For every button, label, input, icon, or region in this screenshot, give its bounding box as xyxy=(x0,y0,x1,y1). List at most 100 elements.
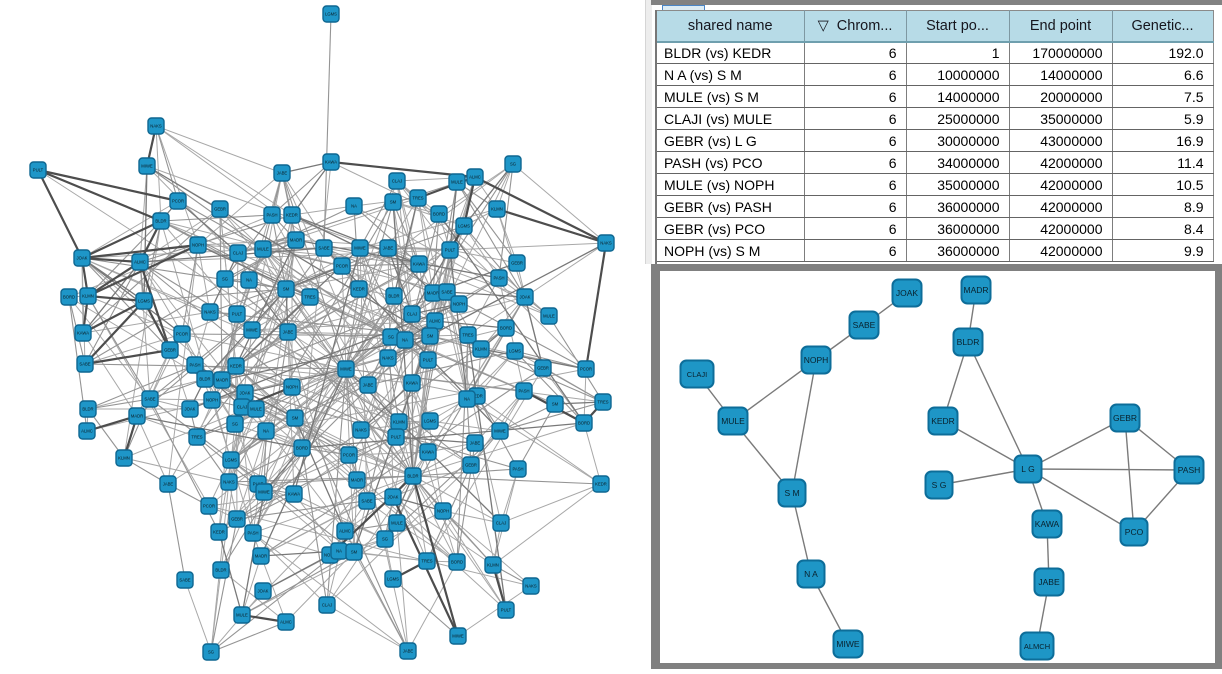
svg-text:PASH: PASH xyxy=(493,276,504,281)
svg-text:PULT: PULT xyxy=(501,608,512,613)
svg-text:SG: SG xyxy=(388,335,394,340)
svg-text:JABE: JABE xyxy=(283,330,294,335)
svg-text:NOPH: NOPH xyxy=(453,302,465,307)
svg-text:CLAJ: CLAJ xyxy=(322,603,332,608)
svg-text:TRES: TRES xyxy=(462,333,473,338)
svg-text:BORD: BORD xyxy=(451,560,463,565)
svg-text:BLDR: BLDR xyxy=(199,377,210,382)
svg-text:JABE: JABE xyxy=(1038,577,1060,587)
svg-text:NOPH: NOPH xyxy=(206,398,218,403)
svg-text:MIWE: MIWE xyxy=(340,367,352,372)
svg-text:KEDR: KEDR xyxy=(286,213,298,218)
svg-text:JOAK: JOAK xyxy=(77,256,88,261)
svg-text:NAKS: NAKS xyxy=(150,124,162,129)
svg-text:LGMS: LGMS xyxy=(458,224,470,229)
svg-text:KAWA: KAWA xyxy=(413,262,425,267)
svg-text:JABE: JABE xyxy=(403,649,414,654)
svg-text:S G: S G xyxy=(932,480,947,490)
svg-text:PASH: PASH xyxy=(1178,465,1201,475)
svg-text:MIWE: MIWE xyxy=(258,490,270,495)
svg-text:TRES: TRES xyxy=(597,400,608,405)
svg-text:KEDR: KEDR xyxy=(595,482,607,487)
svg-text:NA: NA xyxy=(336,549,342,554)
svg-text:SG: SG xyxy=(232,422,238,427)
svg-text:GEBR: GEBR xyxy=(1113,413,1137,423)
svg-text:LGMS: LGMS xyxy=(387,577,399,582)
svg-text:MIWE: MIWE xyxy=(494,429,506,434)
svg-text:SABE: SABE xyxy=(853,320,876,330)
svg-text:MIWE: MIWE xyxy=(836,639,859,649)
svg-text:BLDR: BLDR xyxy=(155,219,166,224)
svg-text:SM: SM xyxy=(292,416,299,421)
svg-text:JOAK: JOAK xyxy=(240,391,251,396)
svg-text:LGMS: LGMS xyxy=(325,12,337,17)
svg-text:KEDR: KEDR xyxy=(931,416,955,426)
svg-text:MADR: MADR xyxy=(963,285,988,295)
svg-text:MADR: MADR xyxy=(131,414,143,419)
svg-text:ALMC: ALMC xyxy=(429,319,441,324)
svg-text:LGMS: LGMS xyxy=(225,458,237,463)
svg-text:GEBR: GEBR xyxy=(231,517,243,522)
svg-text:SM: SM xyxy=(351,550,358,555)
svg-text:KAWA: KAWA xyxy=(1035,519,1060,529)
svg-text:MULE: MULE xyxy=(451,180,463,185)
svg-text:SG: SG xyxy=(222,277,228,282)
svg-text:KLMN: KLMN xyxy=(487,563,499,568)
svg-text:GEBR: GEBR xyxy=(537,366,549,371)
svg-text:JOAK: JOAK xyxy=(896,288,919,298)
svg-text:MULE: MULE xyxy=(391,521,403,526)
svg-text:CLAJI: CLAJI xyxy=(687,370,707,379)
svg-text:SABE: SABE xyxy=(179,578,190,583)
svg-text:JABE: JABE xyxy=(363,383,374,388)
svg-text:PULT: PULT xyxy=(232,312,243,317)
svg-text:KAWA: KAWA xyxy=(406,381,418,386)
svg-text:SABE: SABE xyxy=(441,290,452,295)
svg-text:TRES: TRES xyxy=(421,559,432,564)
svg-text:MIWE: MIWE xyxy=(141,164,153,169)
svg-text:NAKS: NAKS xyxy=(223,480,235,485)
svg-text:NOPH: NOPH xyxy=(286,385,298,390)
svg-text:MULE: MULE xyxy=(721,416,745,426)
svg-text:MULE: MULE xyxy=(543,314,555,319)
svg-text:GEBR: GEBR xyxy=(214,207,226,212)
svg-text:JABE: JABE xyxy=(383,246,394,251)
svg-text:KAWA: KAWA xyxy=(288,492,300,497)
svg-text:PCOR: PCOR xyxy=(580,367,592,372)
svg-text:KLMN: KLMN xyxy=(475,347,487,352)
svg-text:S M: S M xyxy=(784,488,799,498)
svg-text:PULT: PULT xyxy=(33,168,44,173)
svg-text:MADR: MADR xyxy=(255,554,267,559)
svg-text:MIWE: MIWE xyxy=(246,328,258,333)
svg-text:KAWA: KAWA xyxy=(422,450,434,455)
svg-text:KLMN: KLMN xyxy=(393,420,405,425)
svg-text:JOAK: JOAK xyxy=(388,495,399,500)
svg-text:N A: N A xyxy=(804,569,818,579)
svg-text:MADR: MADR xyxy=(290,238,302,243)
svg-text:KEDR: KEDR xyxy=(353,287,365,292)
svg-text:NA: NA xyxy=(464,397,470,402)
svg-text:BORD: BORD xyxy=(63,295,75,300)
svg-text:NOPH: NOPH xyxy=(324,553,336,558)
svg-text:BORD: BORD xyxy=(433,212,445,217)
svg-text:PASH: PASH xyxy=(518,389,529,394)
svg-text:KEDR: KEDR xyxy=(471,394,483,399)
svg-text:SM: SM xyxy=(390,200,397,205)
svg-text:ALMCH: ALMCH xyxy=(1024,642,1050,651)
svg-text:MIWE: MIWE xyxy=(452,634,464,639)
svg-text:MULE: MULE xyxy=(257,247,269,252)
svg-text:CLAJ: CLAJ xyxy=(233,251,243,256)
svg-text:PULT: PULT xyxy=(423,358,434,363)
svg-text:CLAJ: CLAJ xyxy=(392,179,402,184)
svg-text:SABE: SABE xyxy=(144,397,155,402)
svg-text:ALMC: ALMC xyxy=(339,529,351,534)
svg-text:SG: SG xyxy=(382,537,388,542)
svg-text:NAKS: NAKS xyxy=(600,241,612,246)
svg-text:MIWE: MIWE xyxy=(354,246,366,251)
svg-text:BORD: BORD xyxy=(296,446,308,451)
svg-text:MADR: MADR xyxy=(216,378,228,383)
svg-text:LGMS: LGMS xyxy=(138,299,150,304)
svg-text:PULT: PULT xyxy=(391,435,402,440)
svg-text:SABE: SABE xyxy=(361,499,372,504)
svg-text:MULE: MULE xyxy=(250,407,262,412)
svg-text:PCO: PCO xyxy=(1125,527,1144,537)
